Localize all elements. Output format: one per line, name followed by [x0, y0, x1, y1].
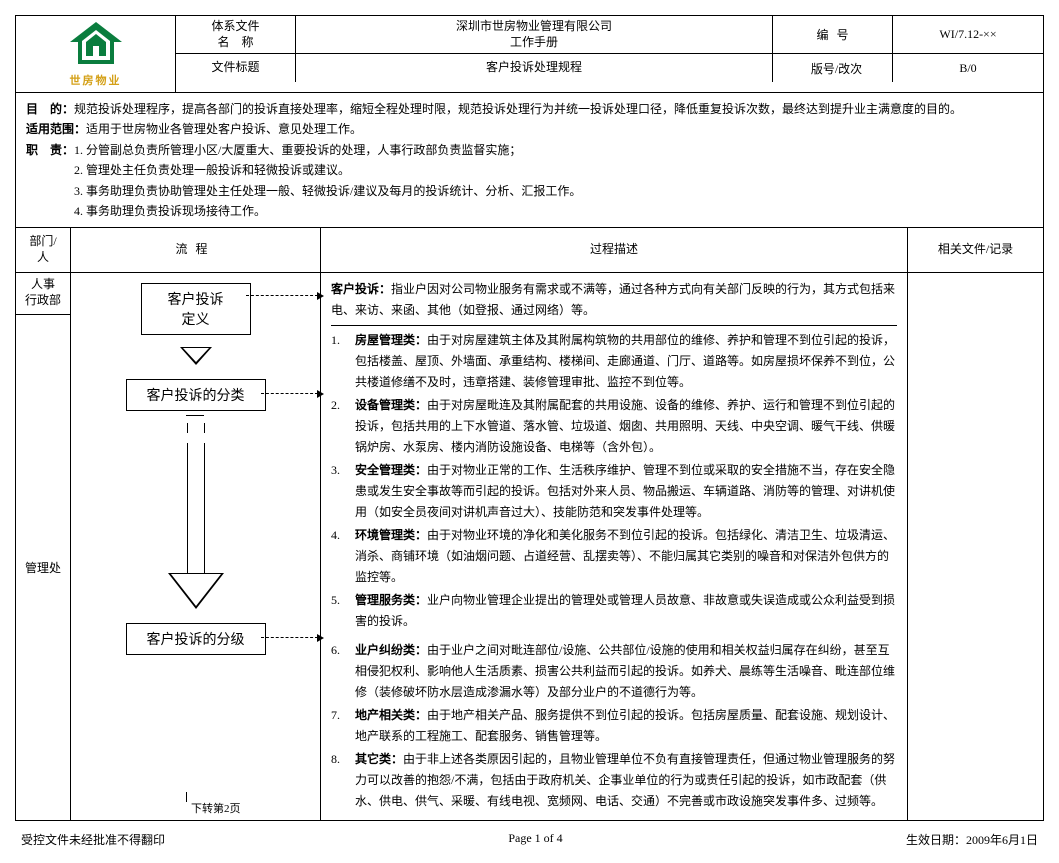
company-title: 深圳市世房物业管理有限公司 工作手册 — [296, 16, 773, 53]
flow-box-definition: 客户投诉 定义 — [141, 283, 251, 335]
flow-column: 客户投诉 定义 客户投诉的分类 客户投诉的分级 下转第2页 — [71, 273, 321, 820]
arrow-right-icon — [317, 292, 324, 300]
dept-hr: 人事 行政部 — [16, 273, 70, 315]
dash-connector-3 — [261, 637, 318, 638]
dash-connector-2 — [261, 393, 318, 394]
intro-block: 目 的： 规范投诉处理程序，提高各部门的投诉直接处理率，缩短全程处理时限，规范投… — [16, 93, 1043, 228]
duty-2: 2. 管理处主任负责处理一般投诉和轻微投诉或建议。 — [26, 160, 1033, 180]
col-dept: 部门/ 人 — [16, 228, 71, 271]
doc-title: 客户投诉处理规程 — [296, 54, 773, 82]
doc-number-label: 编号 — [773, 16, 893, 53]
list-item: 1.房屋管理类：由于对房屋建筑主体及其附属构筑物的共用部位的维修、养护和管理不到… — [331, 330, 897, 393]
arrow-right-icon — [317, 390, 324, 398]
category-list: 1.房屋管理类：由于对房屋建筑主体及其附属构筑物的共用部位的维修、养护和管理不到… — [331, 330, 897, 812]
dept-column: 人事 行政部 管理处 — [16, 273, 71, 820]
list-item: 3.安全管理类：由于对物业正常的工作、生活秩序维护、管理不到位或采取的安全措施不… — [331, 460, 897, 523]
scope-text: 适用于世房物业各管理处客户投诉、意见处理工作。 — [86, 119, 1033, 139]
body: 人事 行政部 管理处 客户投诉 定义 客户投诉的分类 客户投诉的分级 — [16, 273, 1043, 820]
header-table: 世房物业 体系文件 名 称 深圳市世房物业管理有限公司 工作手册 编号 WI/7… — [16, 16, 1043, 93]
desc-column: 客户投诉：指业户因对公司物业服务有需求或不满等，通过各种方式向有关部门反映的行为… — [321, 273, 908, 820]
arrow-right-icon — [317, 634, 324, 642]
column-headers: 部门/ 人 流程 过程描述 相关文件/记录 — [16, 228, 1043, 272]
scope-label: 适用范围： — [26, 119, 86, 139]
sys-doc-label: 体系文件 名 称 — [176, 16, 296, 53]
docs-column — [908, 273, 1043, 820]
flow-continuation-note: 下转第2页 — [71, 798, 241, 816]
version-label: 版号/改次 — [773, 54, 893, 82]
def-text: 指业户因对公司物业服务有需求或不满等，通过各种方式向有关部门反映的行为，其方式包… — [331, 282, 895, 317]
list-item: 2.设备管理类：由于对房屋毗连及其附属配套的共用设施、设备的维修、养护、运行和管… — [331, 395, 897, 458]
duty-label: 职 责： — [26, 140, 74, 160]
col-flow: 流程 — [71, 228, 321, 271]
down-arrow-icon — [180, 347, 212, 365]
col-docs: 相关文件/记录 — [908, 228, 1043, 271]
dept-mgmt: 管理处 — [16, 315, 70, 820]
logo-cell: 世房物业 — [16, 16, 176, 92]
document-page: 世房物业 体系文件 名 称 深圳市世房物业管理有限公司 工作手册 编号 WI/7… — [15, 15, 1044, 821]
footer-page: Page 1 of 4 — [508, 831, 562, 848]
purpose-label: 目 的： — [26, 99, 74, 119]
header-row-2: 文件标题 客户投诉处理规程 版号/改次 B/0 — [176, 54, 1043, 82]
duty-line: 职 责： 1. 分管副总负责所管理小区/大厦重大、重要投诉的处理，人事行政部负责… — [26, 140, 1033, 160]
list-item: 8.其它类：由于非上述各类原因引起的，且物业管理单位不负有直接管理责任，但通过物… — [331, 749, 897, 812]
header-row-1: 体系文件 名 称 深圳市世房物业管理有限公司 工作手册 编号 WI/7.12-×… — [176, 16, 1043, 54]
big-down-arrow-icon — [176, 423, 216, 609]
list-item: 6.业户纠纷类：由于业户之间对毗连部位/设施、公共部位/设施的使用和相关权益归属… — [331, 640, 897, 703]
flow-stage-2: 客户投诉的分类 — [71, 379, 320, 609]
flow-box-grade: 客户投诉的分级 — [126, 623, 266, 655]
flow-box-classify: 客户投诉的分类 — [126, 379, 266, 411]
duty-1: 1. 分管副总负责所管理小区/大厦重大、重要投诉的处理，人事行政部负责监督实施； — [74, 140, 1033, 160]
footer-left: 受控文件未经批准不得翻印 — [21, 831, 165, 848]
duty-3: 3. 事务助理负责协助管理处主任处理一般、轻微投诉/建议及每月的投诉统计、分析、… — [26, 181, 1033, 201]
flow-stage-1: 客户投诉 定义 — [71, 283, 320, 365]
version: B/0 — [893, 54, 1043, 82]
purpose-line: 目 的： 规范投诉处理程序，提高各部门的投诉直接处理率，缩短全程处理时限，规范投… — [26, 99, 1033, 119]
col-desc: 过程描述 — [321, 228, 908, 271]
doc-title-label: 文件标题 — [176, 54, 296, 82]
header-rows: 体系文件 名 称 深圳市世房物业管理有限公司 工作手册 编号 WI/7.12-×… — [176, 16, 1043, 92]
list-item: 7.地产相关类：由于地产相关产品、服务提供不到位引起的投诉。包括房屋质量、配套设… — [331, 705, 897, 747]
duty-4: 4. 事务助理负责投诉现场接待工作。 — [26, 201, 1033, 221]
page-footer: 受控文件未经批准不得翻印 Page 1 of 4 生效日期：2009年6月1日 — [15, 831, 1044, 848]
company-logo-icon — [66, 20, 126, 70]
flow-stage-3: 客户投诉的分级 — [71, 623, 320, 655]
dash-connector-1 — [246, 295, 318, 296]
list-item: 4.环境管理类：由于对物业环境的净化和美化服务不到位引起的投诉。包括绿化、清洁卫… — [331, 525, 897, 588]
doc-number: WI/7.12-×× — [893, 16, 1043, 53]
list-item: 5.管理服务类：业户向物业管理企业提出的管理处或管理人员故意、非故意或失误造成或… — [331, 590, 897, 632]
def-label: 客户投诉： — [331, 282, 391, 296]
scope-line: 适用范围： 适用于世房物业各管理处客户投诉、意见处理工作。 — [26, 119, 1033, 139]
purpose-text: 规范投诉处理程序，提高各部门的投诉直接处理率，缩短全程处理时限，规范投诉处理行为… — [74, 99, 1033, 119]
complaint-definition: 客户投诉：指业户因对公司物业服务有需求或不满等，通过各种方式向有关部门反映的行为… — [331, 279, 897, 326]
logo-caption: 世房物业 — [70, 72, 122, 88]
footer-date: 生效日期：2009年6月1日 — [906, 831, 1038, 848]
